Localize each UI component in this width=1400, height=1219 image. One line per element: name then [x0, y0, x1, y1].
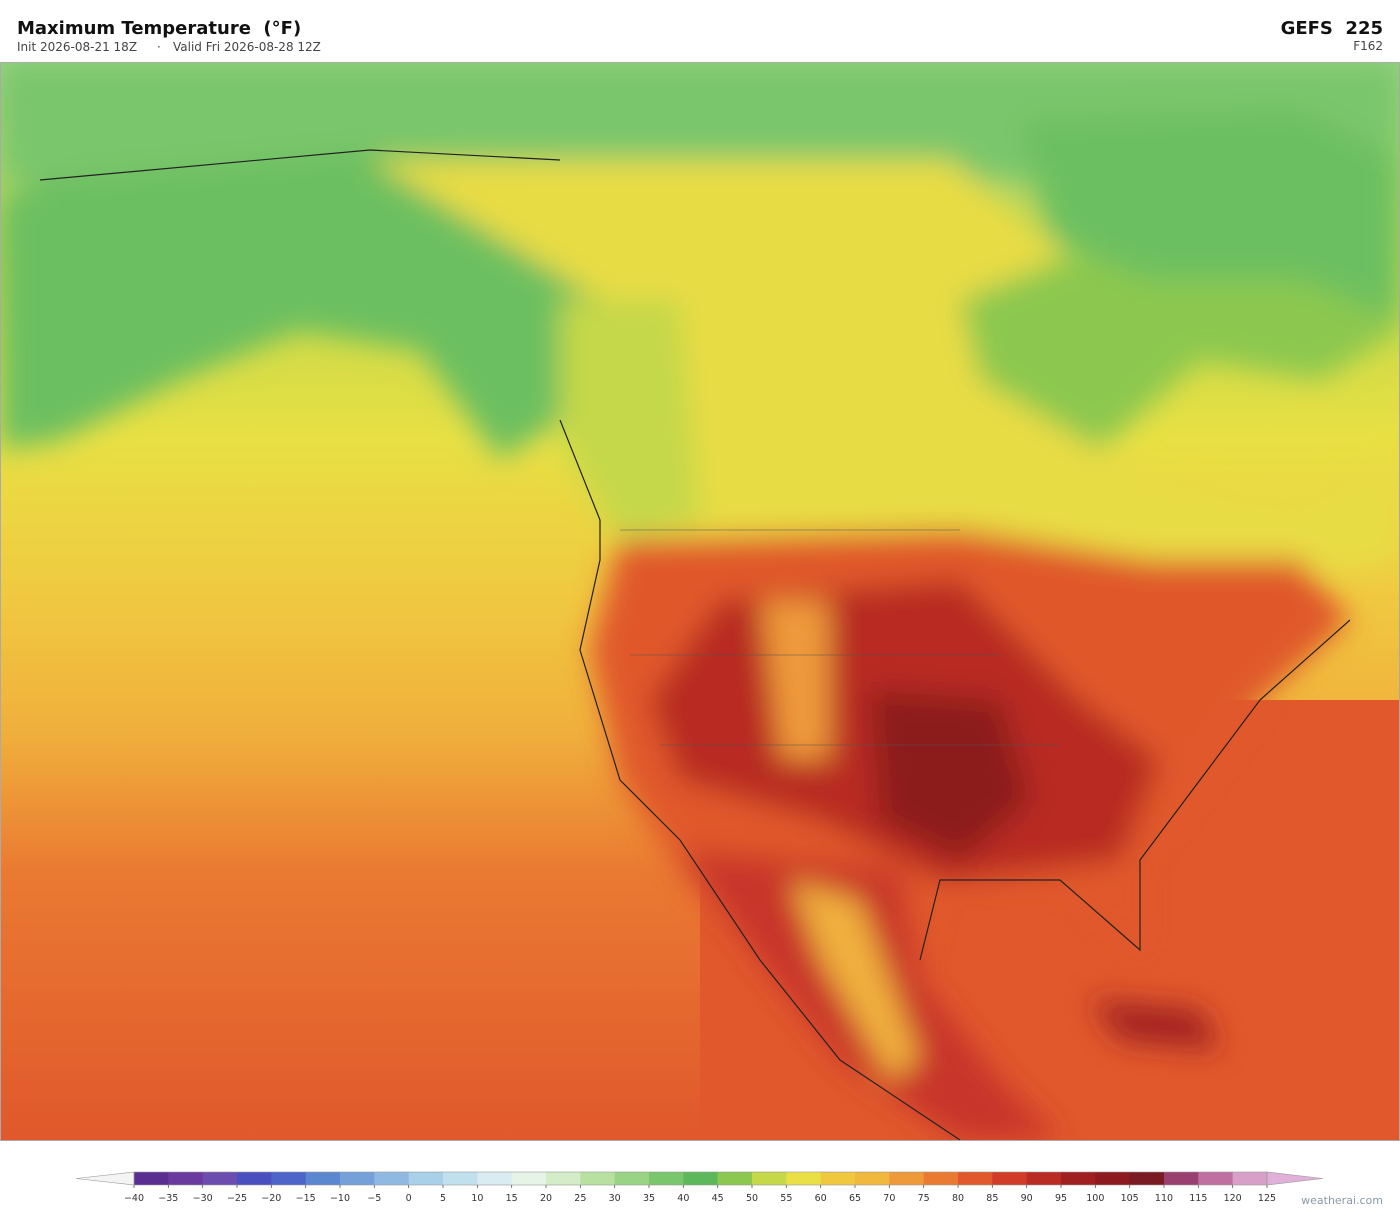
color-swatch — [889, 1172, 925, 1185]
tick-label: 70 — [883, 1193, 895, 1204]
tick-label: −35 — [158, 1193, 178, 1204]
alaska — [0, 150, 600, 460]
forecast-hour: F162 — [1353, 39, 1383, 53]
valid-time: Valid Fri 2026-08-28 12Z — [173, 40, 321, 54]
arctic-islands — [1020, 110, 1400, 320]
separator: · — [157, 40, 161, 54]
tick-label: 115 — [1189, 1193, 1207, 1204]
colorbar-frame — [133, 1171, 1268, 1186]
tick-label: 15 — [506, 1193, 518, 1204]
color-swatch — [1164, 1172, 1199, 1185]
tick-label: 50 — [746, 1193, 758, 1204]
mexico-highlands — [790, 880, 920, 1080]
color-swatch — [649, 1172, 684, 1185]
color-swatch — [1061, 1172, 1096, 1185]
tick-label: −20 — [261, 1193, 281, 1204]
color-swatch — [1095, 1172, 1131, 1185]
tick-label: 85 — [986, 1193, 998, 1204]
color-swatch — [717, 1172, 753, 1185]
tick-label: 55 — [780, 1193, 792, 1204]
color-swatch — [752, 1172, 787, 1185]
init-time: Init 2026-08-21 18Z — [17, 40, 137, 54]
borders — [620, 529, 1060, 746]
tick-label: 40 — [677, 1193, 689, 1204]
tick-label: −40 — [124, 1193, 144, 1204]
color-swatch — [958, 1172, 993, 1185]
color-swatch — [168, 1172, 204, 1185]
color-swatch — [134, 1172, 169, 1185]
tick-label: 60 — [815, 1193, 827, 1204]
map — [0, 62, 1400, 1140]
tick-label: −25 — [227, 1193, 247, 1204]
color-swatch — [1129, 1172, 1165, 1185]
color-swatch — [237, 1172, 272, 1185]
tick-label: 65 — [849, 1193, 861, 1204]
cuba — [1090, 1000, 1220, 1050]
us-core — [870, 690, 1030, 860]
color-swatch — [1198, 1172, 1234, 1185]
tick-label: 100 — [1086, 1193, 1104, 1204]
model-name: GEFS 225 — [1281, 18, 1383, 39]
color-swatch — [443, 1172, 478, 1185]
color-swatch — [855, 1172, 890, 1185]
color-swatch — [992, 1172, 1028, 1185]
color-swatch — [202, 1172, 238, 1185]
tick-label: 90 — [1021, 1193, 1033, 1204]
coastline — [39, 149, 1351, 1140]
color-swatch — [614, 1172, 650, 1185]
color-swatch — [511, 1172, 547, 1185]
tick-label: 75 — [918, 1193, 930, 1204]
tick-label: 80 — [952, 1193, 964, 1204]
color-swatch — [305, 1172, 341, 1185]
over-triangle — [1266, 1171, 1324, 1186]
under-triangle — [75, 1171, 135, 1186]
color-swatch — [271, 1172, 307, 1185]
color-swatch — [1232, 1172, 1268, 1185]
tick-label: 30 — [609, 1193, 621, 1204]
color-swatch — [340, 1172, 375, 1185]
tick-label: 0 — [406, 1193, 412, 1204]
color-swatch — [683, 1172, 719, 1185]
tick-label: 5 — [440, 1193, 446, 1204]
tick-label: 110 — [1155, 1193, 1173, 1204]
color-swatch — [408, 1172, 444, 1185]
color-swatch — [546, 1172, 581, 1185]
color-swatch — [477, 1172, 513, 1185]
tick-label: 120 — [1224, 1193, 1242, 1204]
tick-label: 45 — [712, 1193, 724, 1204]
tick-label: 10 — [471, 1193, 483, 1204]
title: Maximum Temperature (°F) — [17, 18, 301, 39]
color-swatch — [1026, 1172, 1062, 1185]
tick-label: 125 — [1258, 1193, 1276, 1204]
tick-label: 95 — [1055, 1193, 1067, 1204]
tick-label: −5 — [367, 1193, 381, 1204]
tick-label: 25 — [574, 1193, 586, 1204]
rockies — [760, 600, 830, 760]
colorbar: −40 −35 −30 −25 −20 −15 −10 −5 0 5 10 15 20 25 30 35 40 4… — [75, 1171, 1324, 1204]
watermark: weatherai.com — [1301, 1194, 1383, 1207]
canada-west — [560, 300, 700, 540]
hudson-bay — [960, 230, 1400, 450]
color-swatch — [820, 1172, 856, 1185]
tick-label: −15 — [296, 1193, 316, 1204]
tick-label: 20 — [540, 1193, 552, 1204]
tick-label: −10 — [330, 1193, 350, 1204]
color-swatch — [580, 1172, 616, 1185]
tick-label: 105 — [1121, 1193, 1139, 1204]
tick-label: −30 — [193, 1193, 213, 1204]
color-swatch — [923, 1172, 959, 1185]
color-swatch — [786, 1172, 822, 1185]
tick-label: 35 — [643, 1193, 655, 1204]
color-swatch — [374, 1172, 410, 1185]
